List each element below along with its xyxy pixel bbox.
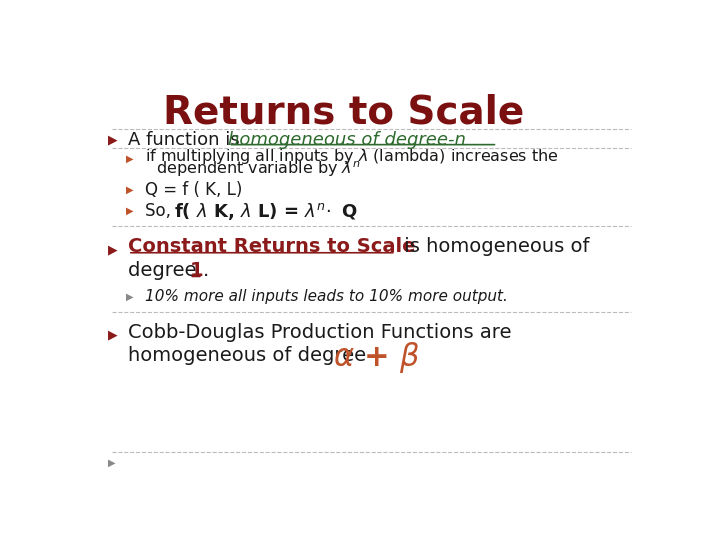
Text: ▶: ▶ xyxy=(126,185,134,194)
Text: if multiplying all inputs by $\lambda$ (lambda) increases the: if multiplying all inputs by $\lambda$ (… xyxy=(145,147,559,166)
Text: 10% more all inputs leads to 10% more output.: 10% more all inputs leads to 10% more ou… xyxy=(145,289,508,304)
Text: ▶: ▶ xyxy=(126,206,134,216)
Text: Cobb-Douglas Production Functions are: Cobb-Douglas Production Functions are xyxy=(128,323,511,342)
Text: Returns to Scale: Returns to Scale xyxy=(163,94,523,132)
Text: ▶: ▶ xyxy=(109,133,118,146)
Text: ▶: ▶ xyxy=(109,458,116,468)
Text: is homogeneous of: is homogeneous of xyxy=(398,238,590,256)
Text: f( $\lambda$ K, $\lambda$ L) = $\lambda^n\!\cdot$ Q: f( $\lambda$ K, $\lambda$ L) = $\lambda^… xyxy=(174,201,357,221)
Text: dependent variable by $\lambda^n$: dependent variable by $\lambda^n$ xyxy=(156,160,361,179)
Text: ▶: ▶ xyxy=(109,244,118,256)
Text: ▶: ▶ xyxy=(126,292,134,301)
Text: Constant Returns to Scale: Constant Returns to Scale xyxy=(128,238,415,256)
Text: Q = f ( K, L): Q = f ( K, L) xyxy=(145,180,242,199)
Text: ▶: ▶ xyxy=(109,328,118,342)
Text: homogeneous of degree-n: homogeneous of degree-n xyxy=(228,131,467,149)
Text: homogeneous of degree: homogeneous of degree xyxy=(128,346,372,366)
Text: .: . xyxy=(203,261,209,280)
Text: degree: degree xyxy=(128,261,203,280)
Text: 1: 1 xyxy=(189,261,203,280)
Text: A function is: A function is xyxy=(128,131,246,149)
Text: $\alpha$ + $\beta$: $\alpha$ + $\beta$ xyxy=(333,340,420,375)
Text: So,: So, xyxy=(145,202,181,220)
Text: ▶: ▶ xyxy=(126,153,134,164)
